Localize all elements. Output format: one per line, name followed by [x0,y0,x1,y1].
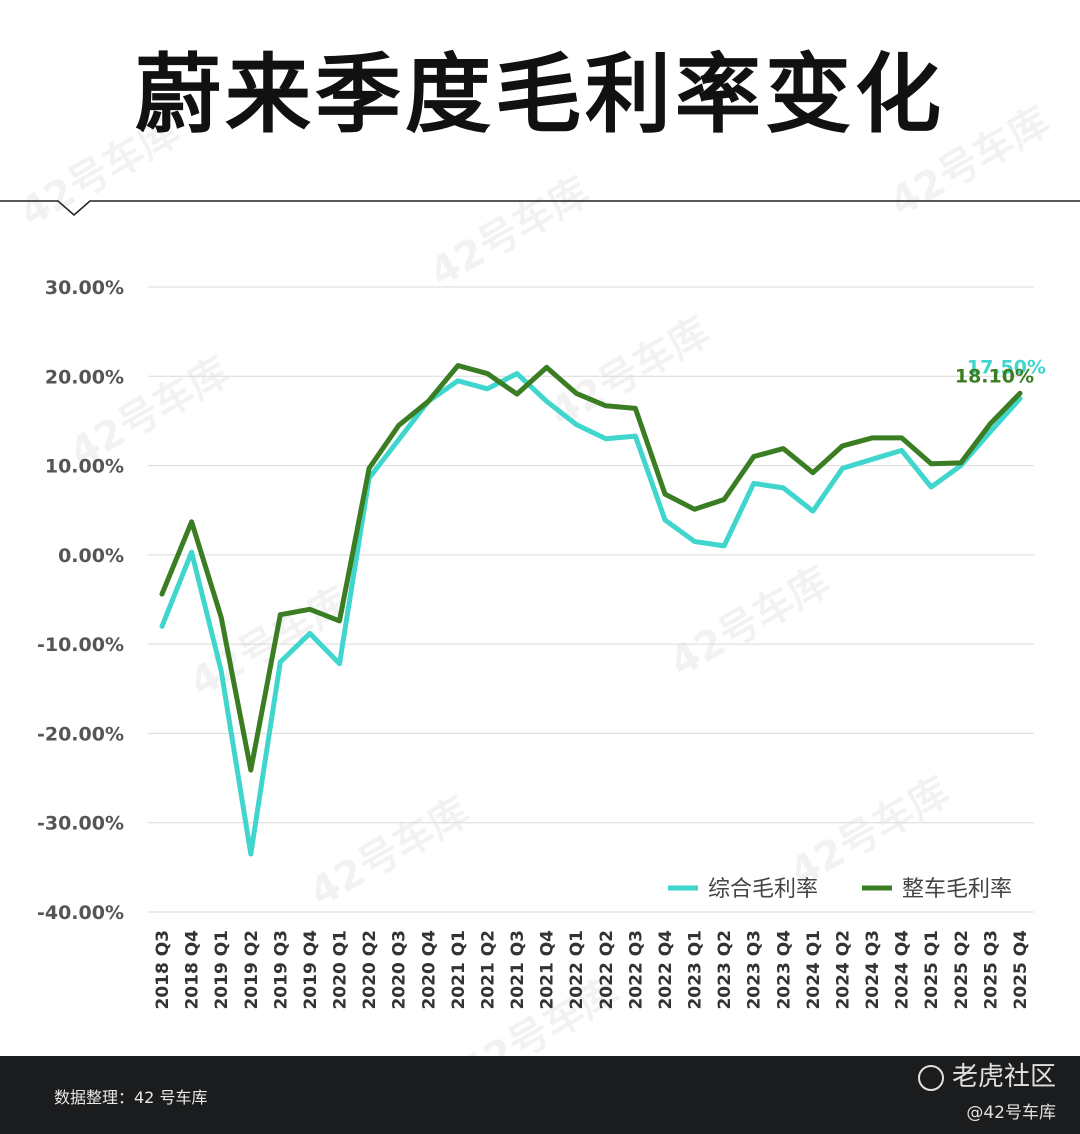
x-tick-label: 2024 Q2 [833,930,853,1010]
x-tick-label: 2021 Q1 [449,930,469,1010]
y-tick-label: 10.00% [45,456,124,478]
source-note: 数据整理：42 号车库 [54,1088,208,1107]
legend-label-2: 整车毛利率 [902,877,1012,902]
x-tick-label: 2020 Q2 [360,930,380,1010]
end-label-series-1: 17.50% [967,357,1046,379]
y-tick-label: 30.00% [45,277,124,299]
x-tick-label: 2023 Q2 [715,930,735,1010]
x-tick-label: 2019 Q1 [212,930,232,1010]
page-title: 蔚来季度毛利率变化 [135,45,945,145]
x-tick-label: 2023 Q4 [774,930,794,1010]
series-line-2 [159,363,1023,773]
tiger-community-icon [917,1064,944,1091]
x-tick-label: 2020 Q3 [390,930,410,1010]
x-tick-label: 2023 Q3 [745,930,765,1010]
y-tick-label: -20.00% [37,723,124,745]
x-tick-label: 2022 Q3 [626,930,646,1010]
x-tick-label: 2019 Q4 [301,930,321,1010]
x-tick-label: 2020 Q1 [331,930,351,1010]
x-tick-label: 2025 Q2 [952,930,972,1010]
x-tick-label: 2022 Q1 [567,930,587,1010]
end-label-series-2: 18.10% [955,365,1034,387]
y-tick-label: -10.00% [37,634,124,656]
brand-text: 老虎社区 [951,1062,1056,1092]
x-tick-label: 2025 Q3 [981,930,1001,1010]
legend-label-1: 综合毛利率 [708,877,818,902]
y-tick-label: 0.00% [58,545,124,567]
margin-line-chart: 30.00% 20.00% 10.00% 0.00% -10.00% -20.00% -30… [37,277,1046,1010]
x-tick-label: 2021 Q4 [538,930,558,1010]
x-tick-label: 2025 Q1 [922,930,942,1010]
x-tick-label: 2020 Q4 [419,930,439,1010]
x-tick-label: 2024 Q4 [893,930,913,1010]
x-tick-label: 2019 Q3 [271,930,291,1010]
y-tick-label: -40.00% [37,902,124,924]
series-line-1 [159,371,1023,857]
title-divider [0,200,1080,216]
y-tick-label: -30.00% [37,813,124,835]
footer: 数据整理：42 号车库 老虎社区 @42号车库 [0,1056,1080,1134]
x-tick-label: 2019 Q2 [242,930,262,1010]
x-tick-label: 2021 Q3 [508,930,528,1010]
x-tick-label: 2022 Q2 [597,930,617,1010]
y-tick-label: 20.00% [45,366,124,388]
x-tick-label: 2018 Q4 [183,930,203,1010]
x-tick-label: 2023 Q1 [686,930,706,1010]
x-tick-label: 2024 Q1 [804,930,824,1010]
x-tick-label: 2022 Q4 [656,930,676,1010]
x-tick-label: 2018 Q3 [153,930,173,1010]
author-handle: @42号车库 [966,1103,1056,1123]
x-tick-label: 2021 Q2 [478,930,498,1010]
brand-label: 老虎社区 [917,1056,1056,1093]
x-tick-label: 2024 Q3 [863,930,883,1010]
x-tick-label: 2025 Q4 [1011,930,1031,1010]
